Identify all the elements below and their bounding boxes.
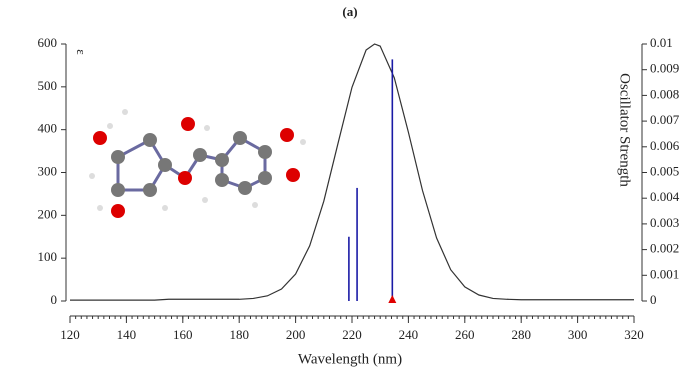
y-tick-label: 600 [38,35,58,50]
y2-axis-label: Oscillator Strength [617,73,633,187]
x-tick-label: 120 [60,327,80,342]
x-tick-label: 220 [342,327,362,342]
y2-tick-label: 0.002 [650,241,679,256]
molecule-image [89,109,306,218]
x-tick-label: 240 [399,327,419,342]
y-tick-label: 0 [51,292,58,307]
y2-tick-label: 0.004 [650,189,680,204]
y2-tick-label: 0 [650,292,657,307]
x-tick-label: 140 [117,327,137,342]
y-tick-label: 200 [38,206,58,221]
chart: (a) Wavelength (nm) ε Oscillator Strengt… [0,0,700,371]
x-axis-label: Wavelength (nm) [298,351,402,367]
y-axis-label: ε [74,49,89,55]
y2-tick-label: 0.007 [650,112,680,127]
y-tick-label: 400 [38,121,58,136]
y2-tick-label: 0.008 [650,86,679,101]
x-tick-label: 200 [286,327,306,342]
y2-tick-label: 0.006 [650,138,680,153]
x-tick-label: 280 [511,327,531,342]
y2-tick-label: 0.001 [650,266,679,281]
y2-tick-label: 0.009 [650,61,679,76]
x-tick-label: 260 [455,327,475,342]
x-tick-label: 320 [624,327,644,342]
y2-tick-label: 0.005 [650,163,679,178]
x-tick-label: 180 [229,327,249,342]
chart-title: (a) [342,4,357,19]
y-tick-label: 500 [38,78,58,93]
x-tick-label: 160 [173,327,193,342]
y2-tick-label: 0.003 [650,215,679,230]
y-tick-label: 100 [38,249,58,264]
y2-tick-label: 0.01 [650,35,673,50]
y-tick-label: 300 [38,163,58,178]
spectrum-line [70,44,634,300]
x-tick-label: 300 [568,327,588,342]
max-marker [388,295,396,303]
